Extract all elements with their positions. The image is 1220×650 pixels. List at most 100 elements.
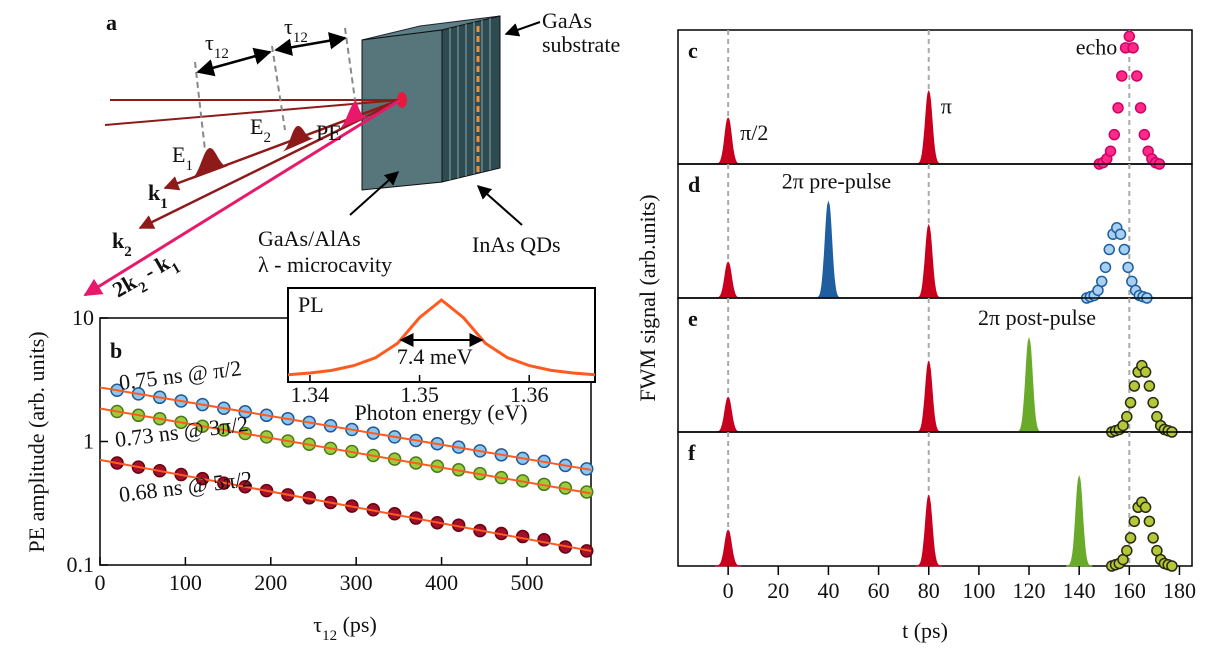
panel-label: a bbox=[106, 10, 117, 35]
pulse-e2 bbox=[282, 126, 314, 152]
subscript: 1 bbox=[185, 158, 193, 174]
echo-point bbox=[1134, 102, 1147, 114]
subscript: 1 bbox=[169, 260, 183, 278]
pulse bbox=[1015, 336, 1043, 433]
panel-label: f bbox=[688, 440, 696, 465]
x-tick-label: 400 bbox=[425, 570, 458, 595]
echo-point bbox=[1127, 42, 1139, 54]
subscript: 2 bbox=[263, 130, 271, 146]
wavevector-label: k2 bbox=[112, 228, 132, 260]
pulse-label: 2π pre-pulse bbox=[782, 168, 891, 193]
echo-point bbox=[1131, 70, 1143, 82]
echo-point bbox=[1118, 243, 1131, 256]
label-part: E bbox=[250, 114, 263, 139]
tau-label: τ12 bbox=[284, 14, 308, 46]
pulse bbox=[915, 223, 942, 299]
field-label: PE bbox=[316, 120, 342, 145]
field-label: E2 bbox=[250, 114, 271, 146]
guide bbox=[271, 45, 286, 131]
tau-label: τ12 bbox=[205, 30, 229, 62]
y-axis-label: PE amplitude (arb. units) bbox=[24, 331, 49, 552]
label-part: τ bbox=[284, 14, 293, 39]
x-tick-label: 0 bbox=[723, 578, 734, 603]
fit-line bbox=[99, 386, 592, 471]
x-tick-label: 0 bbox=[95, 570, 106, 595]
pointer bbox=[476, 185, 523, 226]
delay-arrow bbox=[274, 32, 347, 56]
echo-point bbox=[1124, 396, 1137, 409]
subscript: 2 bbox=[124, 244, 132, 260]
echo-point bbox=[1099, 261, 1112, 274]
x-tick-label: 100 bbox=[962, 578, 995, 603]
y-axis-label: FWM signal (arb.units) bbox=[635, 194, 660, 401]
echo-point bbox=[1138, 128, 1151, 141]
echo-point bbox=[1116, 70, 1128, 82]
cavity-label: GaAs/AlAs bbox=[258, 226, 361, 251]
echo-point bbox=[1114, 228, 1127, 240]
pointer bbox=[349, 171, 400, 216]
x-tick-label: 100 bbox=[169, 570, 202, 595]
diagram: a GaAs substrate GaAs/AlAs λ - microcavi… bbox=[83, 8, 620, 297]
subscript: 12 bbox=[293, 30, 308, 46]
echo-point bbox=[1124, 532, 1137, 544]
y-tick-label: 0.1 bbox=[67, 552, 95, 577]
pulse-label: π bbox=[941, 93, 952, 118]
panel-label: e bbox=[688, 306, 698, 331]
wavevector-label: k1 bbox=[148, 180, 168, 212]
x-axis-label: Photon energy (eV) bbox=[354, 400, 527, 425]
beam-pe bbox=[83, 98, 401, 297]
wavevector-label: 2k2 - k1 bbox=[108, 246, 184, 308]
panel-label: c bbox=[688, 38, 698, 63]
x-tick-label: 20 bbox=[767, 578, 789, 603]
echo-point bbox=[1103, 243, 1116, 256]
echo-point bbox=[1143, 380, 1156, 392]
x-tick-label: 60 bbox=[868, 578, 890, 603]
label-part: k bbox=[112, 228, 125, 253]
pulse-label: π/2 bbox=[740, 120, 768, 145]
x-tick-label: 160 bbox=[1113, 578, 1146, 603]
pulse bbox=[715, 117, 742, 165]
x-axis-label: t (ps) bbox=[902, 618, 948, 643]
echo-point bbox=[1139, 501, 1152, 514]
echo-point bbox=[1121, 544, 1133, 557]
x-tick-label: 1.35 bbox=[400, 382, 439, 407]
panel-frame bbox=[677, 431, 1193, 567]
label-part: τ bbox=[313, 612, 322, 637]
pulse bbox=[1066, 474, 1093, 567]
echo-point bbox=[1108, 128, 1121, 141]
echo-point bbox=[1128, 380, 1141, 392]
label-part: (ps) bbox=[337, 612, 377, 637]
x-tick-label: 140 bbox=[1063, 578, 1096, 603]
label-part: E bbox=[172, 142, 185, 167]
x-tick-label: 300 bbox=[340, 570, 373, 595]
laser-spot bbox=[397, 92, 407, 108]
x-tick-label: 40 bbox=[817, 578, 839, 603]
fwhm-label: 7.4 meV bbox=[397, 344, 473, 369]
x-tick-label: 120 bbox=[1013, 578, 1046, 603]
pulse-e1 bbox=[190, 148, 228, 180]
field-label: E1 bbox=[172, 142, 193, 174]
pulse bbox=[915, 89, 942, 165]
echo-point bbox=[1112, 102, 1124, 114]
y-tick-label: 10 bbox=[72, 305, 94, 330]
panel-label: d bbox=[688, 172, 700, 197]
label-part: 2k bbox=[108, 269, 141, 303]
x-tick-label: 200 bbox=[254, 570, 287, 595]
echo-label: echo bbox=[1076, 34, 1118, 59]
x-tick-label: 80 bbox=[918, 578, 940, 603]
label-part: k bbox=[148, 180, 161, 205]
subscript: 12 bbox=[214, 46, 229, 62]
pulse bbox=[815, 200, 842, 299]
subscript: 1 bbox=[160, 196, 168, 212]
panel-label: b bbox=[110, 338, 122, 363]
echo-point bbox=[1166, 560, 1178, 572]
beam-in bbox=[104, 99, 401, 126]
pulse bbox=[915, 360, 942, 433]
pulse bbox=[715, 396, 742, 433]
pl-line bbox=[287, 298, 596, 377]
inset-title: PL bbox=[298, 292, 324, 317]
substrate-label: substrate bbox=[542, 32, 620, 57]
pointer bbox=[504, 21, 541, 37]
fit-line bbox=[99, 407, 592, 495]
echo-point bbox=[1104, 145, 1117, 157]
